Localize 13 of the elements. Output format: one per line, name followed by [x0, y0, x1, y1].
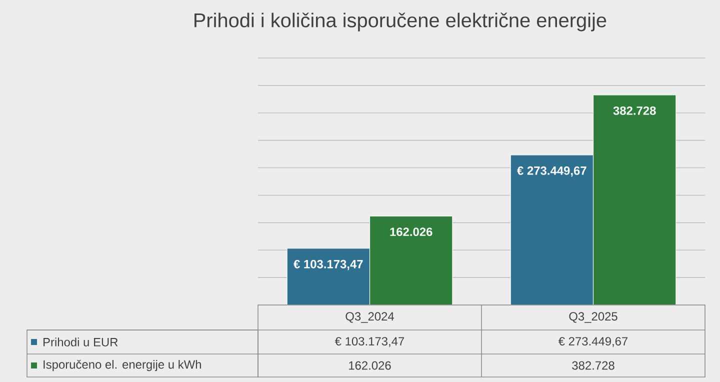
data-label: € 273.449,67: [558, 337, 628, 347]
x-tick-label: Q3_2024: [346, 312, 394, 323]
text: € 103.173,47: [294, 260, 363, 270]
legend-label: Prihodi u EUR: [44, 338, 118, 346]
data-label: € 103.173,47: [334, 337, 404, 347]
x-tick-label: Q3_2025: [569, 312, 618, 323]
data-label: 382.728: [572, 361, 614, 370]
text: € 273.449,67: [517, 166, 586, 177]
text: 162.026: [390, 228, 432, 236]
legend-label: Isporučeno el. energije u kWh: [44, 360, 201, 372]
data-label: 162.026: [349, 361, 391, 370]
text: 382.728: [613, 106, 656, 115]
chart-title: Prihodi i količina isporučene električne energije: [194, 12, 606, 32]
